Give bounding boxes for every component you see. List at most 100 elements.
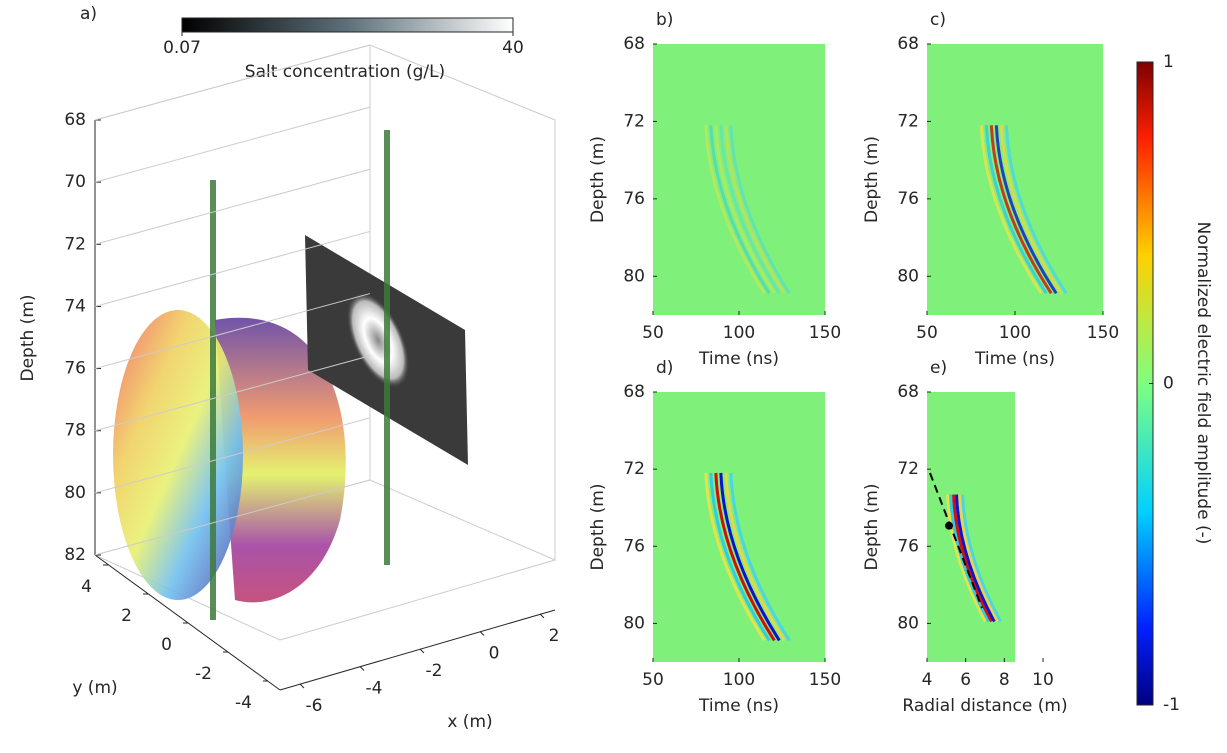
y-tick-label: 4 xyxy=(81,577,92,597)
wavefront xyxy=(729,125,791,295)
wavefront xyxy=(989,125,1053,295)
y-axis-label: Depth (m) xyxy=(862,483,882,570)
y-tick-label: 80 xyxy=(623,613,645,633)
wavefront xyxy=(709,125,771,295)
fit-line xyxy=(929,472,983,609)
wavefront xyxy=(979,125,1043,295)
x-tick-label: 100 xyxy=(723,323,755,343)
y-tick-label: 72 xyxy=(623,459,645,479)
wavefront xyxy=(958,494,999,623)
z-tick-label: 70 xyxy=(64,172,86,192)
z-tick-label: 78 xyxy=(64,421,86,441)
wavefront xyxy=(949,494,990,623)
y-tick-label: 68 xyxy=(897,34,919,54)
wavefront xyxy=(946,494,987,623)
tick-mark xyxy=(539,613,545,619)
x-axis-label: Time (ns) xyxy=(974,349,1055,369)
z-tick-label: 76 xyxy=(64,359,86,379)
panel-label: b) xyxy=(656,10,673,30)
z-tick-label: 68 xyxy=(64,110,86,130)
salt-plume xyxy=(346,291,410,389)
x-axis-label: x (m) xyxy=(447,712,492,732)
grid-line xyxy=(94,44,371,121)
x-tick-label: 50 xyxy=(642,323,664,343)
wavefront xyxy=(714,125,776,295)
y-tick-label: 76 xyxy=(897,189,919,209)
y-tick-label: 80 xyxy=(623,266,645,286)
image-area xyxy=(927,392,1015,662)
x-tick-label: 50 xyxy=(916,323,938,343)
wavefront xyxy=(719,125,781,295)
x-tick-label: 150 xyxy=(809,323,841,343)
x-tick-label: -4 xyxy=(366,679,383,699)
y-tick-label: 68 xyxy=(897,382,919,402)
x-axis-label: Time (ns) xyxy=(698,349,779,369)
tick-mark xyxy=(419,648,425,654)
y-tick-label: 80 xyxy=(897,613,919,633)
wavefront xyxy=(719,472,781,642)
grid-line xyxy=(94,417,371,494)
x-tick-label: 10 xyxy=(1032,670,1054,690)
x-tick-label: 2 xyxy=(549,626,560,646)
y-tick-label: -2 xyxy=(195,664,212,684)
borehole xyxy=(384,130,390,565)
z-tick-label: 80 xyxy=(64,483,86,503)
wavefront xyxy=(724,472,786,642)
panel-label: e) xyxy=(930,358,947,378)
wavefront xyxy=(999,125,1063,295)
panel-label: c) xyxy=(930,10,946,30)
fit-point xyxy=(945,521,953,530)
y-axis-label: Depth (m) xyxy=(862,136,882,223)
wavefront xyxy=(984,125,1048,295)
colorbar-tick-label: 0.07 xyxy=(163,38,201,58)
tick-mark xyxy=(359,666,365,671)
y-tick-label: 0 xyxy=(161,635,172,655)
wavefront xyxy=(714,472,776,642)
panel-label: d) xyxy=(656,358,673,378)
wavefront xyxy=(709,472,771,642)
wavefront xyxy=(952,494,993,623)
x-tick-label: 8 xyxy=(999,670,1010,690)
x-tick-label: 50 xyxy=(642,670,664,690)
x-tick-label: 150 xyxy=(1087,323,1119,343)
colorbar-title: Salt concentration (g/L) xyxy=(245,62,445,82)
panel-label: a) xyxy=(80,4,97,24)
colorbar-tick-label: 40 xyxy=(502,38,524,58)
x-tick-label: 6 xyxy=(960,670,971,690)
grid-line xyxy=(94,168,371,245)
z-tick-label: 82 xyxy=(64,545,86,565)
y-tick-label: 76 xyxy=(897,536,919,556)
grid-line xyxy=(94,106,371,183)
x-tick-label: 150 xyxy=(809,670,841,690)
z-axis-label: Depth (m) xyxy=(18,294,38,381)
y-tick-label: 68 xyxy=(623,382,645,402)
y-tick-label: 72 xyxy=(897,459,919,479)
x-axis-label: Time (ns) xyxy=(698,696,779,716)
grid-line xyxy=(94,230,371,307)
x-axis-label: Radial distance (m) xyxy=(902,696,1067,716)
x-tick-label: 0 xyxy=(489,644,500,664)
y-tick-label: 76 xyxy=(623,536,645,556)
y-axis-label: Depth (m) xyxy=(588,483,608,570)
y-tick-label: 72 xyxy=(897,111,919,131)
x-tick-label: -6 xyxy=(306,696,323,716)
y-tick-label: 76 xyxy=(623,189,645,209)
grid-line xyxy=(94,293,371,370)
y-tick-label: 72 xyxy=(623,111,645,131)
salt-colorbar xyxy=(181,17,514,33)
x-tick-label: 100 xyxy=(999,323,1031,343)
wavefront xyxy=(729,472,791,642)
x-tick-label: -2 xyxy=(426,661,443,681)
tick-mark xyxy=(299,683,305,689)
image-area xyxy=(653,44,825,315)
y-tick-label: 2 xyxy=(121,606,132,626)
y-tick-label: 80 xyxy=(897,266,919,286)
wavefront xyxy=(1004,125,1068,295)
wavefront xyxy=(704,472,766,642)
x-tick-label: 4 xyxy=(922,670,933,690)
grid-line xyxy=(94,479,371,556)
colorbar-tick-label: 0 xyxy=(1163,374,1174,394)
tick-mark xyxy=(479,631,485,636)
wavefront xyxy=(704,125,766,295)
